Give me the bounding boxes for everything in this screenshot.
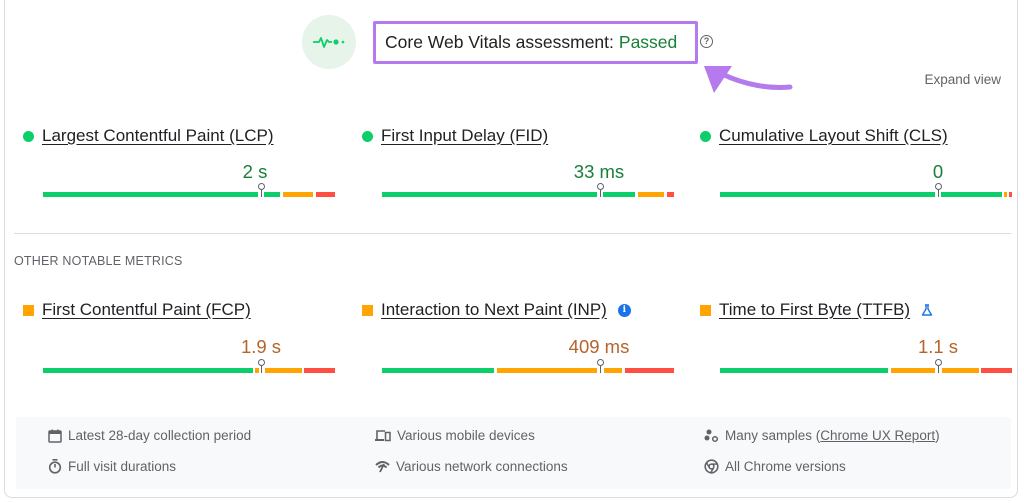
- footer-text: Many samples (: [725, 428, 821, 443]
- section-divider: [14, 233, 1011, 234]
- footer-text: Various mobile devices: [397, 428, 535, 443]
- good-status-dot-icon: [362, 130, 373, 142]
- footer-text: All Chrome versions: [725, 459, 846, 474]
- good-status-dot-icon: [23, 130, 34, 142]
- footer-text: Latest 28-day collection period: [68, 428, 252, 443]
- footer-item-visit-durations: Full visit durations: [48, 459, 176, 474]
- help-icon[interactable]: ?: [700, 35, 713, 48]
- metric-value-inp: 409 ms: [568, 336, 630, 357]
- metric-value-lcp: 2 s: [242, 161, 268, 182]
- needs-improvement-square-icon: [700, 304, 711, 316]
- metric-title: First Input Delay (FID): [362, 126, 548, 146]
- footer-text: Various network connections: [396, 459, 568, 474]
- network-icon: [375, 461, 390, 473]
- distribution-bar-lcp: [43, 183, 335, 197]
- metric-link-inp[interactable]: Interaction to Next Paint (INP): [381, 300, 607, 319]
- needs-improvement-square-icon: [23, 304, 34, 316]
- metric-value-fcp: 1.9 s: [240, 336, 282, 357]
- samples-icon: [704, 429, 719, 442]
- distribution-bar-cls: [720, 183, 1012, 197]
- metric-value-ttfb: 1.1 s: [917, 336, 959, 357]
- footer-item-collection-period: Latest 28-day collection period: [48, 428, 251, 443]
- metric-title: Largest Contentful Paint (LCP): [23, 126, 274, 146]
- footer-item-network: Various network connections: [375, 459, 568, 474]
- stopwatch-icon: [48, 459, 62, 474]
- metric-link-ttfb[interactable]: Time to First Byte (TTFB): [719, 300, 911, 319]
- metric-value-cls: 0: [932, 161, 944, 182]
- devices-icon: [375, 430, 391, 442]
- metric-cls: Cumulative Layout Shift (CLS) 0: [700, 126, 1012, 216]
- vitals-badge: [302, 15, 356, 69]
- distribution-bar-inp: [382, 359, 674, 373]
- metric-link-fcp[interactable]: First Contentful Paint (FCP): [42, 300, 251, 319]
- footer-item-devices: Various mobile devices: [375, 428, 535, 443]
- metric-fid: First Input Delay (FID) 33 ms: [362, 126, 674, 216]
- metric-title: Cumulative Layout Shift (CLS): [700, 126, 948, 146]
- value-marker-icon: [935, 183, 942, 197]
- info-icon[interactable]: i: [617, 303, 631, 317]
- footer-item-chrome-versions: All Chrome versions: [704, 459, 846, 474]
- metric-title: Interaction to Next Paint (INP) i: [362, 300, 631, 320]
- distribution-bar-fid: [382, 183, 674, 197]
- footer-item-samples: Many samples (Chrome UX Report): [704, 428, 940, 443]
- metric-link-cls[interactable]: Cumulative Layout Shift (CLS): [719, 126, 948, 145]
- value-marker-icon: [597, 359, 604, 373]
- data-source-footer: Latest 28-day collection period Full vis…: [16, 417, 1011, 489]
- value-marker-icon: [597, 183, 604, 197]
- value-marker-icon: [258, 183, 265, 197]
- assessment-highlight: Core Web Vitals assessment: Passed: [373, 21, 698, 64]
- needs-improvement-square-icon: [362, 304, 373, 316]
- footer-text: Full visit durations: [68, 459, 177, 474]
- chrome-ux-report-link[interactable]: Chrome UX Report: [820, 428, 936, 443]
- calendar-icon: [48, 429, 62, 443]
- metric-link-fid[interactable]: First Input Delay (FID): [381, 126, 549, 145]
- arrow-annotation-icon: [704, 66, 793, 93]
- expand-view-link[interactable]: Expand view: [924, 72, 1001, 87]
- metric-link-lcp[interactable]: Largest Contentful Paint (LCP): [42, 126, 274, 145]
- assessment-title: Core Web Vitals assessment:: [385, 32, 614, 52]
- core-web-vitals-card: [4, 0, 1018, 498]
- metric-lcp: Largest Contentful Paint (LCP) 2 s: [23, 126, 335, 216]
- chrome-icon: [704, 459, 719, 474]
- value-marker-icon: [258, 359, 265, 373]
- metric-title: Time to First Byte (TTFB): [700, 300, 933, 320]
- footer-text: ): [935, 428, 940, 443]
- assessment-status: Passed: [618, 32, 678, 52]
- metric-ttfb: Time to First Byte (TTFB) 1.1 s: [700, 300, 1012, 390]
- good-status-dot-icon: [700, 130, 711, 142]
- flask-icon[interactable]: [921, 304, 933, 316]
- value-marker-icon: [935, 359, 942, 373]
- distribution-bar-ttfb: [720, 359, 1012, 373]
- metric-inp: Interaction to Next Paint (INP) i 409 ms: [362, 300, 674, 390]
- metric-title: First Contentful Paint (FCP): [23, 300, 251, 320]
- distribution-bar-fcp: [43, 359, 335, 373]
- metric-fcp: First Contentful Paint (FCP) 1.9 s: [23, 300, 335, 390]
- vitals-pulse-icon: [313, 37, 345, 48]
- metric-value-fid: 33 ms: [573, 161, 625, 182]
- other-metrics-heading: OTHER NOTABLE METRICS: [14, 254, 183, 268]
